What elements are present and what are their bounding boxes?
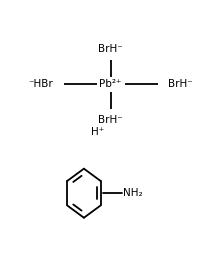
Text: NH₂: NH₂ — [123, 188, 143, 198]
Text: BrH⁻: BrH⁻ — [168, 79, 193, 89]
Text: H⁺: H⁺ — [91, 127, 104, 137]
Text: BrH⁻: BrH⁻ — [98, 43, 123, 53]
Text: BrH⁻: BrH⁻ — [98, 115, 123, 125]
Text: Pb²⁺: Pb²⁺ — [99, 79, 122, 89]
Text: ⁻HBr: ⁻HBr — [28, 79, 53, 89]
